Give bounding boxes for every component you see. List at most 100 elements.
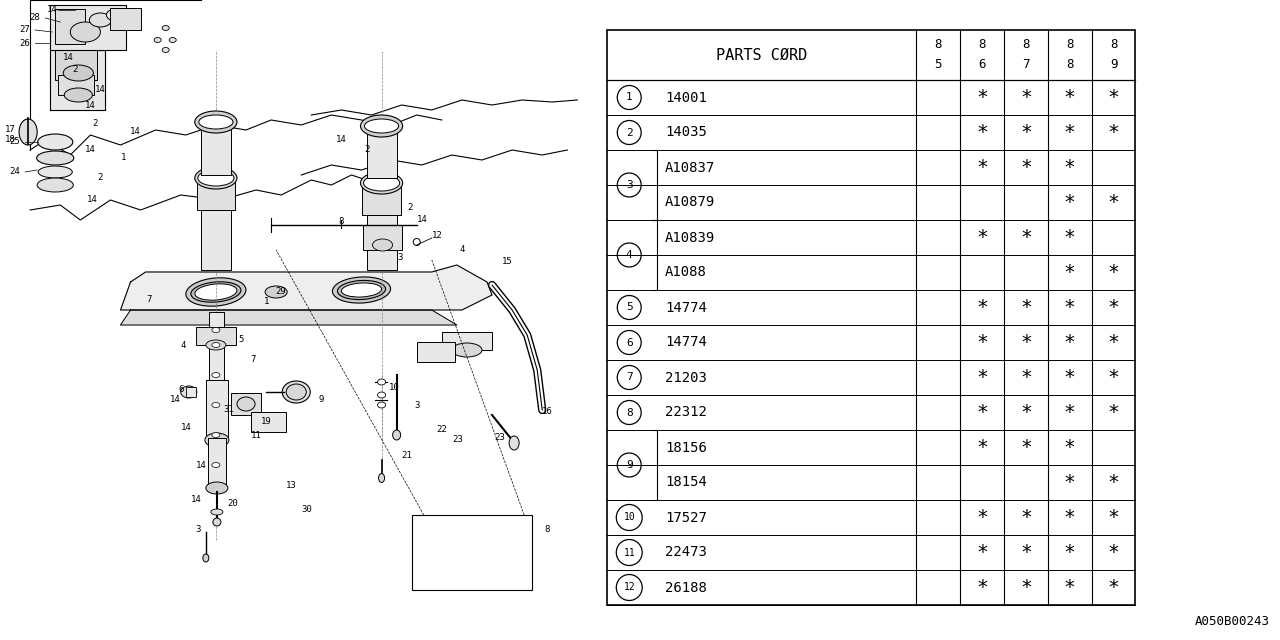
Text: 14: 14 — [170, 396, 180, 404]
Ellipse shape — [205, 433, 229, 447]
Text: 29: 29 — [275, 287, 287, 296]
Text: 18: 18 — [5, 136, 15, 145]
Text: 22473: 22473 — [666, 545, 707, 559]
Text: 5: 5 — [626, 303, 632, 312]
Text: *: * — [977, 123, 988, 142]
Text: 23: 23 — [494, 433, 506, 442]
Ellipse shape — [169, 38, 177, 42]
Ellipse shape — [265, 286, 287, 298]
Text: 9: 9 — [319, 396, 324, 404]
Text: 7: 7 — [251, 355, 256, 365]
Text: *: * — [1020, 578, 1032, 597]
Ellipse shape — [212, 518, 221, 526]
Text: 8: 8 — [978, 38, 986, 51]
Ellipse shape — [509, 436, 520, 450]
Text: 22312: 22312 — [666, 406, 707, 419]
Text: A10839: A10839 — [666, 230, 716, 244]
Text: *: * — [1064, 193, 1075, 212]
Bar — [251, 412, 287, 432]
Bar — [186, 387, 196, 397]
Text: 9: 9 — [626, 460, 632, 470]
Ellipse shape — [364, 175, 399, 191]
Text: PARTS CØRD: PARTS CØRD — [716, 47, 808, 63]
Text: 7: 7 — [1023, 58, 1029, 72]
Text: 14: 14 — [84, 145, 96, 154]
Text: 25: 25 — [10, 138, 20, 147]
Text: 12: 12 — [623, 582, 635, 593]
Text: *: * — [1064, 123, 1075, 142]
Ellipse shape — [38, 166, 72, 178]
Text: *: * — [1107, 88, 1120, 107]
Text: 14: 14 — [84, 100, 96, 109]
Text: *: * — [1020, 403, 1032, 422]
Bar — [209, 312, 224, 382]
Polygon shape — [120, 265, 492, 310]
Ellipse shape — [163, 47, 169, 52]
Text: *: * — [1107, 263, 1120, 282]
Text: *: * — [977, 543, 988, 562]
Text: 10: 10 — [623, 513, 635, 522]
Text: 2: 2 — [626, 127, 632, 138]
Bar — [55, 9, 86, 44]
Text: 3: 3 — [626, 180, 632, 190]
Text: *: * — [1020, 438, 1032, 457]
Text: 3: 3 — [413, 401, 420, 410]
Text: 8: 8 — [934, 38, 942, 51]
Ellipse shape — [378, 402, 385, 408]
Ellipse shape — [212, 372, 220, 378]
Text: 6: 6 — [178, 385, 183, 394]
Text: 17527: 17527 — [666, 511, 707, 525]
Text: 14: 14 — [191, 495, 201, 504]
Ellipse shape — [372, 239, 393, 251]
Ellipse shape — [365, 119, 398, 133]
Text: *: * — [1020, 368, 1032, 387]
Text: *: * — [1064, 543, 1075, 562]
Text: 1: 1 — [120, 154, 127, 163]
Text: 9: 9 — [1110, 58, 1117, 72]
Ellipse shape — [211, 509, 223, 515]
Text: *: * — [1107, 333, 1120, 352]
Ellipse shape — [195, 111, 237, 133]
Bar — [366, 128, 397, 178]
Text: A10879: A10879 — [666, 195, 716, 209]
Ellipse shape — [206, 482, 228, 494]
Ellipse shape — [393, 430, 401, 440]
Bar — [230, 393, 261, 415]
Text: *: * — [1107, 578, 1120, 597]
Ellipse shape — [106, 9, 124, 21]
Text: 2: 2 — [364, 145, 369, 154]
Polygon shape — [120, 310, 457, 325]
Text: 5: 5 — [934, 58, 942, 72]
Ellipse shape — [186, 278, 246, 306]
Text: 4: 4 — [626, 250, 632, 260]
Text: *: * — [1064, 368, 1075, 387]
Text: 14: 14 — [196, 461, 206, 470]
Text: *: * — [977, 228, 988, 247]
Text: 14: 14 — [416, 216, 428, 225]
Text: *: * — [1020, 298, 1032, 317]
Text: *: * — [1107, 473, 1120, 492]
Text: A050B00243: A050B00243 — [1196, 615, 1270, 628]
Text: 14: 14 — [63, 54, 74, 63]
Text: 21203: 21203 — [666, 371, 707, 385]
Bar — [207, 438, 227, 490]
Text: 14: 14 — [47, 6, 58, 15]
Text: 31: 31 — [224, 406, 234, 415]
Ellipse shape — [342, 283, 381, 297]
Text: 16: 16 — [541, 408, 553, 417]
Text: 21: 21 — [402, 451, 412, 460]
Ellipse shape — [198, 170, 234, 186]
Text: 8: 8 — [339, 218, 344, 227]
Text: *: * — [1107, 298, 1120, 317]
Ellipse shape — [361, 115, 403, 137]
Text: 14: 14 — [87, 195, 97, 205]
Text: *: * — [977, 508, 988, 527]
Ellipse shape — [237, 397, 255, 411]
Text: *: * — [1064, 333, 1075, 352]
Text: *: * — [1064, 158, 1075, 177]
Text: 14: 14 — [131, 127, 141, 136]
Text: *: * — [977, 333, 988, 352]
Text: *: * — [1020, 158, 1032, 177]
Ellipse shape — [90, 13, 111, 27]
Bar — [417, 342, 454, 362]
